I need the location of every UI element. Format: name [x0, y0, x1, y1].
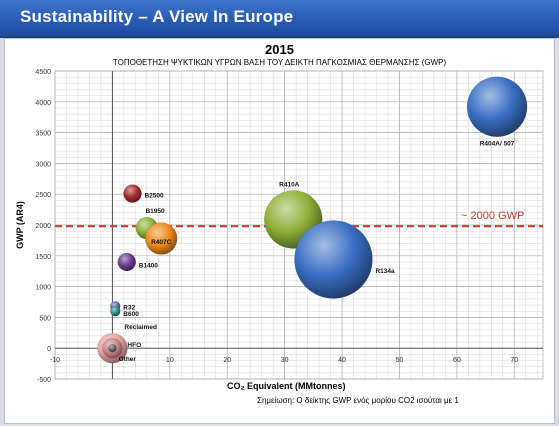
chart-note: Σημείωση: Ο δείκτης GWP ενός μορίου CO2 … — [257, 396, 459, 405]
bubble-r407c — [144, 222, 178, 255]
bubble-b600 — [110, 305, 121, 317]
bubble-label: B1950 — [145, 208, 165, 215]
y-tick-label: 500 — [39, 315, 51, 322]
x-tick-label: 60 — [453, 357, 461, 364]
y-tick-label: 2500 — [35, 192, 51, 199]
reference-line-label: ~ 2000 GWP — [461, 210, 524, 222]
x-tick-label: 70 — [510, 357, 518, 364]
bubble-r134a — [294, 220, 373, 299]
x-tick-label: 50 — [396, 357, 404, 364]
bubble-label: R134a — [375, 268, 395, 275]
bubble-label: R32 — [123, 304, 135, 311]
y-tick-label: 4000 — [35, 100, 51, 107]
bubble-label: Reclaimed — [124, 324, 157, 331]
y-tick-label: 2000 — [35, 223, 51, 230]
y-axis-label: GWP (AR4) — [15, 201, 25, 249]
x-tick-label: 30 — [281, 357, 289, 364]
bubble-label: B2500 — [145, 192, 165, 199]
bubble-label: R407C — [151, 239, 172, 246]
bubble-label: Other — [119, 356, 137, 363]
bubble-other — [108, 343, 117, 353]
x-tick-label: 20 — [223, 357, 231, 364]
y-tick-label: 0 — [47, 346, 51, 353]
bubble-r404a-507 — [466, 76, 528, 137]
chart-title: 2015 — [265, 42, 294, 57]
x-tick-label: -10 — [50, 357, 60, 364]
bubble-label: B600 — [123, 311, 139, 318]
x-tick-label: 40 — [338, 357, 346, 364]
x-tick-label: 10 — [166, 357, 174, 364]
y-tick-label: 4500 — [35, 69, 51, 76]
slide-header: Sustainability – A View In Europe — [0, 0, 559, 38]
y-tick-label: 1500 — [35, 254, 51, 261]
x-axis-label: CO₂ Equivalent (MMtonnes) — [227, 381, 346, 391]
bubble-label: B1400 — [139, 263, 159, 270]
bubble-b1400 — [117, 252, 137, 272]
y-tick-label: 3500 — [35, 131, 51, 138]
chart-subtitle: ΤΟΠΟΘΕΤΗΣΗ ΨΥΚΤΙΚΩΝ ΥΓΡΩΝ ΒΑΣΗ ΤΟΥ ΔΕΙΚΤ… — [112, 58, 447, 67]
y-tick-label: -500 — [37, 377, 51, 384]
bubble-label: R410A — [279, 181, 300, 188]
bubble-label: R404A/ 507 — [480, 141, 515, 148]
bubble-label: HFO — [127, 342, 141, 349]
y-tick-label: 3000 — [35, 161, 51, 168]
y-tick-label: 1000 — [35, 285, 51, 292]
bubble-b2500 — [123, 184, 142, 203]
slide-title: Sustainability – A View In Europe — [20, 7, 294, 26]
